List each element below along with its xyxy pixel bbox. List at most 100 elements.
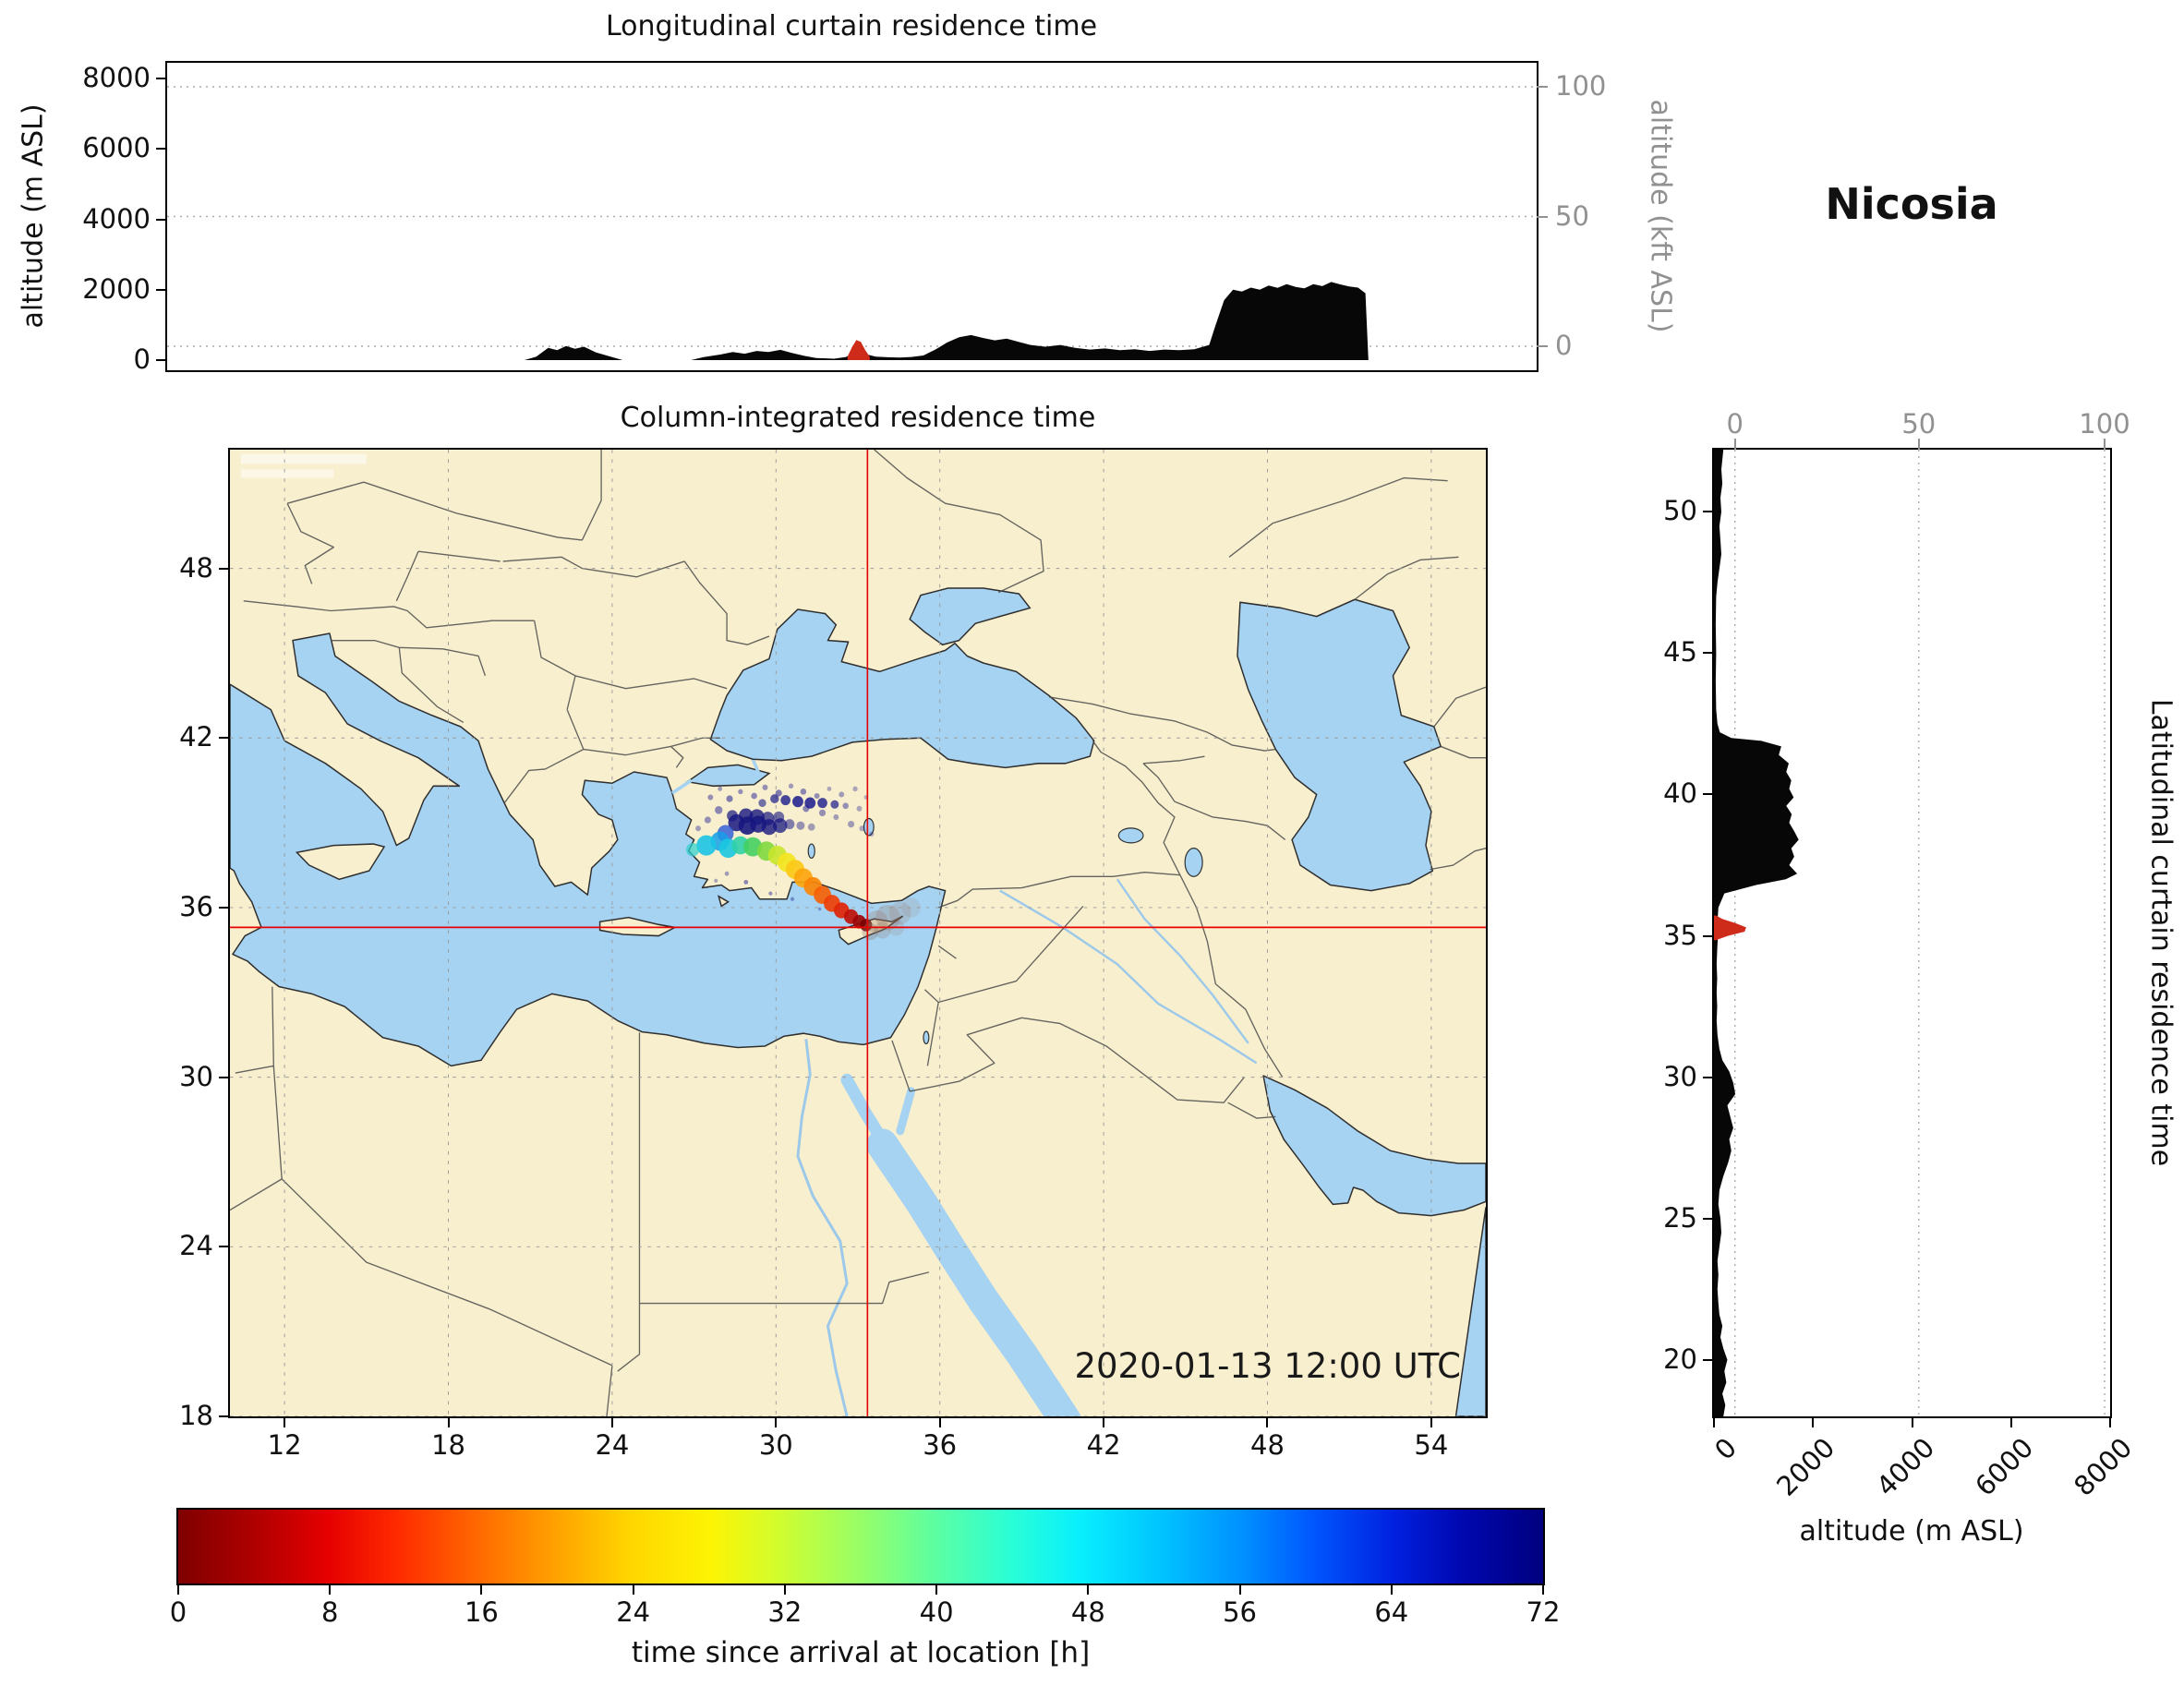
altitude-kft-axis-label: altitude (kft ASL)	[1644, 99, 1677, 333]
dardanelles-strait	[670, 778, 693, 795]
plume-dab	[758, 799, 766, 807]
right-kft-tick-label: 100	[2079, 408, 2130, 440]
plume-dab	[839, 791, 845, 798]
map-lat-tick-label: 42	[179, 721, 213, 753]
plume-dab	[796, 821, 805, 830]
colorbar-tick-label: 0	[169, 1596, 187, 1628]
right-kft-tick-label: 50	[1901, 408, 1937, 440]
top-alt-tick-label: 6000	[82, 132, 151, 164]
plume-dab	[842, 802, 849, 810]
map-panel: 2020-01-13 12:00 UTC	[228, 448, 1488, 1418]
colorbar-gradient	[178, 1510, 1543, 1584]
plume-dab	[727, 810, 738, 822]
altitude-m-axis-label: altitude (m ASL)	[17, 103, 50, 329]
station-name: Nicosia	[1825, 179, 1998, 229]
right-alt-tick-label: 6000	[1969, 1431, 2040, 1502]
colorbar	[178, 1510, 1543, 1584]
lake-tuz	[863, 817, 875, 837]
plume-dab	[696, 835, 717, 856]
plume-dab	[862, 922, 879, 941]
euphrates-river	[999, 889, 1258, 1065]
top-kft-tick-label: 100	[1555, 70, 1607, 102]
colorbar-tick-label: 32	[767, 1596, 802, 1628]
map-attribution-smudge	[240, 469, 334, 478]
rhodes-island	[718, 895, 730, 908]
map-lat-tick-label: 30	[179, 1060, 213, 1092]
plume-dab	[749, 809, 765, 825]
right-lat-tick-label: 30	[1663, 1060, 1697, 1092]
plume-dab	[739, 808, 754, 824]
black-sea	[709, 608, 1095, 769]
map-lat-tick-label: 18	[179, 1400, 213, 1432]
persian-gulf	[1262, 1075, 1486, 1217]
plume-dab	[874, 921, 891, 939]
basemap	[230, 450, 1486, 1416]
plume-dab	[817, 798, 827, 809]
map-lon-tick-label: 24	[595, 1429, 630, 1461]
plume-dab	[724, 871, 730, 876]
right-alt-tick-label: 0	[1707, 1431, 1743, 1466]
map-lon-tick-label: 36	[923, 1429, 958, 1461]
gulf-of-suez	[840, 1073, 892, 1151]
plume-dab	[770, 794, 779, 803]
plume-dab	[726, 795, 733, 802]
plume-dab	[704, 816, 711, 824]
colorbar-tick-label: 72	[1526, 1596, 1561, 1628]
latitudinal-curtain-panel	[1712, 448, 2112, 1418]
longitudinal-terrain-silhouette	[167, 282, 1537, 360]
plume-dab	[686, 842, 700, 857]
right-kft-tick-label: 0	[1726, 408, 1744, 440]
trajectory-plume	[686, 783, 922, 941]
map-title: Column-integrated residence time	[620, 402, 1096, 434]
residence-time-map	[230, 450, 1486, 1416]
longitudinal-curtain-plot	[167, 86, 1537, 360]
plume-dab	[814, 792, 820, 800]
top-kft-tick-label: 0	[1555, 330, 1573, 362]
lake-urmia	[1184, 848, 1203, 877]
plume-dab	[788, 783, 794, 789]
lake-van	[1117, 827, 1144, 844]
right-lat-tick-label: 45	[1663, 636, 1697, 668]
right-lat-tick-label: 20	[1663, 1343, 1697, 1375]
longitudinal-curtain-title: Longitudinal curtain residence time	[605, 10, 1098, 42]
top-alt-tick-label: 0	[133, 343, 151, 376]
plume-dab	[848, 820, 855, 828]
lake-beysehir	[807, 843, 815, 859]
colorbar-tick-label: 40	[919, 1596, 954, 1628]
colorbar-tick-label: 8	[320, 1596, 339, 1628]
top-kft-tick-label: 50	[1555, 199, 1589, 232]
plume-dab	[695, 825, 701, 832]
dead-sea	[923, 1030, 930, 1045]
plume-dab	[860, 919, 873, 932]
plume-dab	[751, 792, 757, 800]
latitudinal-curtain-title: Latitudinal curtain residence time	[2144, 698, 2178, 1167]
plume-dab	[875, 904, 900, 931]
map-attribution-smudge	[240, 453, 367, 464]
right-lat-tick-label: 35	[1663, 919, 1697, 951]
plume-dab	[784, 819, 795, 830]
plume-dab	[827, 786, 832, 791]
mediterranean-sea	[230, 632, 947, 1067]
map-lon-tick-label: 18	[431, 1429, 465, 1461]
plume-dab	[718, 786, 723, 791]
plume-dab	[743, 879, 749, 885]
longitudinal-curtain-panel	[165, 61, 1538, 372]
plume-dab	[790, 897, 795, 901]
plume-dab	[775, 789, 782, 797]
latitudinal-residence-marker	[1714, 915, 1746, 941]
map-lat-tick-label: 48	[179, 551, 213, 584]
nile-river	[796, 1039, 849, 1416]
longitudinal-residence-marker	[847, 340, 870, 360]
plume-dab	[901, 897, 922, 918]
map-lat-tick-label: 36	[179, 890, 213, 922]
colorbar-tick-label: 56	[1223, 1596, 1257, 1628]
right-alt-tick-label: 4000	[1869, 1431, 1941, 1502]
map-datetime: 2020-01-13 12:00 UTC	[1074, 1346, 1461, 1386]
sicily-island	[295, 843, 386, 881]
gulf-of-oman	[1454, 1207, 1486, 1416]
plume-dab	[738, 789, 743, 795]
right-lat-tick-label: 40	[1663, 777, 1697, 810]
map-lon-tick-label: 42	[1086, 1429, 1121, 1461]
plume-dab	[817, 907, 822, 911]
